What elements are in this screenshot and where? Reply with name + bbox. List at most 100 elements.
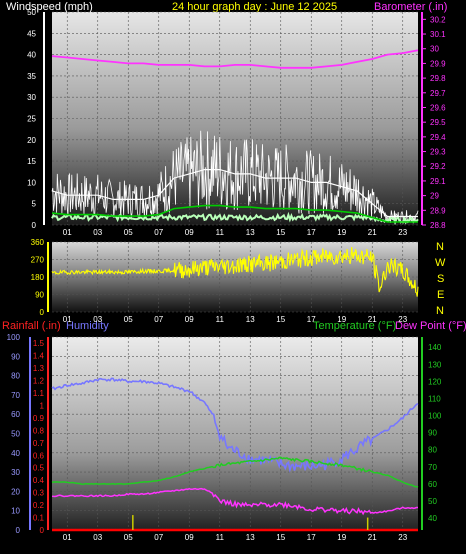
barometer-tick-label: 30 [430,45,439,54]
humidity-tick-label: 0 [16,526,21,535]
barometer-tick-label: 29.1 [430,177,446,186]
compass-n-bottom: N [436,305,444,317]
x-tick-label: 07 [154,533,163,542]
x-tick-label: 11 [216,228,225,237]
direction-tick-label: 0 [40,308,45,317]
x-tick-label: 21 [368,228,377,237]
x-tick-label: 19 [337,533,346,542]
humidity-axis-title: Humidity [66,320,109,332]
rainfall-tick-label: 1.4 [33,352,45,361]
barometer-tick-label: 29.8 [430,74,446,83]
barometer-tick-label: 29.9 [430,59,446,68]
rainfall-tick-label: 1.5 [33,339,45,348]
x-tick-label: 19 [337,315,346,324]
compass-w: W [435,257,446,269]
dewpoint-axis-title: Dew Point (°F) [395,320,466,332]
barometer-tick-label: 29 [430,192,439,201]
wind-tick-label: 40 [27,51,36,60]
temperature-tick-label: 60 [428,480,437,489]
x-tick-label: 17 [307,533,316,542]
barometer-tick-label: 30.2 [430,15,446,24]
rainfall-tick-label: 0.9 [33,414,45,423]
humidity-tick-label: 80 [11,372,20,381]
wind-tick-label: 25 [27,115,36,124]
x-tick-label: 01 [63,315,72,324]
x-tick-label: 11 [216,533,225,542]
barometer-tick-label: 29.2 [430,162,446,171]
humidity-line [51,377,419,473]
barometer-tick-label: 29.7 [430,89,446,98]
humidity-tick-label: 70 [11,391,20,400]
temperature-tick-label: 50 [428,497,437,506]
compass-s: S [437,273,444,285]
temperature-tick-label: 120 [428,377,442,386]
humidity-tick-label: 60 [11,410,20,419]
wind-tick-label: 5 [32,200,37,209]
x-tick-label: 11 [216,315,225,324]
wind-tick-label: 50 [27,8,36,17]
rainfall-tick-label: 0.2 [33,501,45,510]
x-tick-label: 15 [276,533,285,542]
barometer-tick-label: 29.3 [430,148,446,157]
rainfall-tick-label: 0 [40,526,45,535]
x-tick-label: 15 [276,315,285,324]
wind-axis-title: Windspeed (mph) [6,1,93,13]
rainfall-tick-label: 0.4 [33,476,45,485]
wind-tick-label: 0 [32,221,37,230]
humidity-tick-label: 30 [11,468,20,477]
compass-n-top: N [436,241,444,253]
barometer-axis-title: Barometer (.in) [374,1,447,13]
wind-speed-line [51,169,418,218]
x-tick-label: 23 [398,533,407,542]
temperature-tick-label: 130 [428,360,442,369]
x-tick-label: 17 [307,228,316,237]
x-tick-label: 15 [276,228,285,237]
wind-direction-line [51,247,419,297]
x-tick-label: 13 [246,533,255,542]
x-tick-label: 09 [185,315,194,324]
temperature-tick-label: 140 [428,343,442,352]
x-tick-label: 07 [154,315,163,324]
rainfall-tick-label: 0.6 [33,451,45,460]
wind-average-line [51,204,418,223]
rainfall-axis-title: Rainfall (.in) [2,320,61,332]
x-tick-label: 19 [337,228,346,237]
x-tick-label: 03 [93,228,102,237]
rainfall-tick-label: 1 [40,401,45,410]
x-tick-label: 23 [398,228,407,237]
rainfall-tick-label: 0.1 [33,514,45,523]
panel-background-2 [52,242,418,312]
x-tick-label: 07 [154,228,163,237]
x-tick-label: 13 [246,228,255,237]
x-tick-label: 21 [368,315,377,324]
x-tick-label: 01 [63,228,72,237]
x-tick-label: 09 [185,228,194,237]
humidity-tick-label: 50 [11,430,20,439]
temperature-tick-label: 80 [428,446,437,455]
wind-tick-label: 10 [27,178,36,187]
rainfall-tick-label: 0.7 [33,439,45,448]
direction-tick-label: 360 [31,238,45,247]
x-tick-label: 17 [307,315,316,324]
x-tick-label: 21 [368,533,377,542]
wind-tick-label: 20 [27,136,36,145]
barometer-tick-label: 29.6 [430,103,446,112]
rainfall-tick-label: 1.3 [33,364,45,373]
x-tick-label: 03 [93,315,102,324]
barometer-tick-label: 29.5 [430,118,446,127]
temperature-tick-label: 100 [428,412,442,421]
temperature-tick-label: 90 [428,429,437,438]
x-tick-label: 05 [124,533,133,542]
dewpoint-line [51,487,418,516]
wind-tick-label: 35 [27,72,36,81]
temperature-tick-label: 110 [428,394,441,403]
barometer-line [51,49,419,69]
x-tick-label: 23 [398,315,407,324]
rainfall-tick-label: 0.8 [33,426,45,435]
x-tick-label: 13 [246,315,255,324]
humidity-tick-label: 20 [11,487,20,496]
x-tick-label: 05 [124,228,133,237]
x-tick-label: 05 [124,315,133,324]
direction-tick-label: 180 [31,273,45,282]
humidity-tick-label: 90 [11,352,20,361]
